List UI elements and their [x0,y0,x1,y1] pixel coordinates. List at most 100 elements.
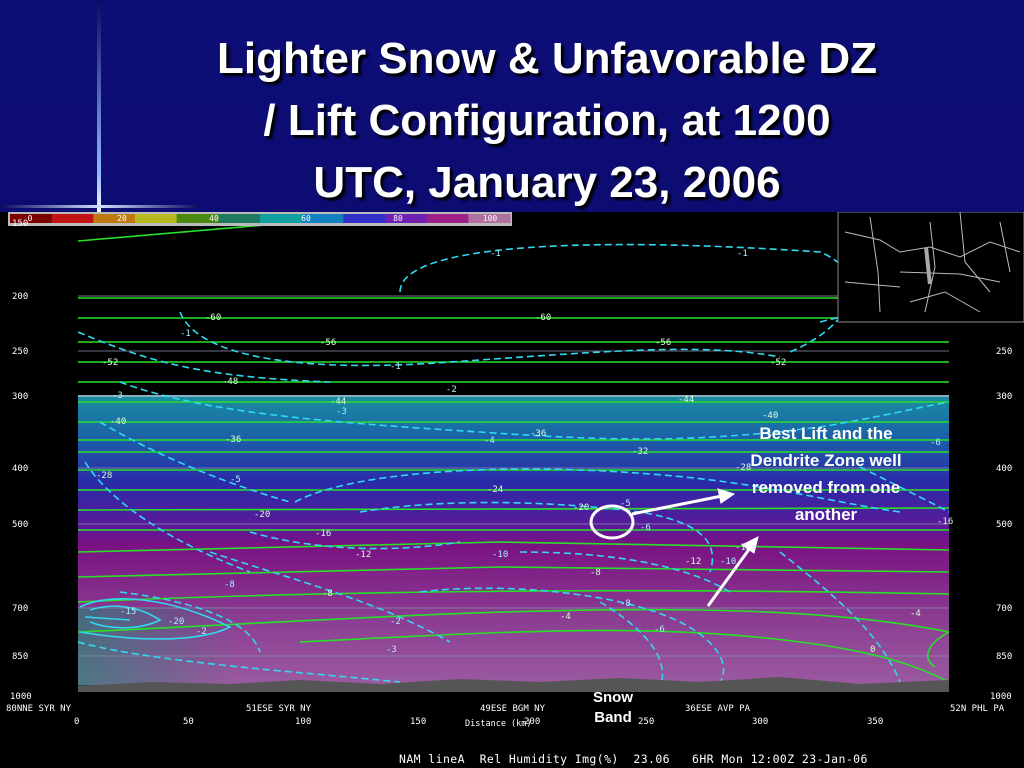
footer-value: 23.06 [633,752,671,766]
arrow-to-callout [631,494,723,516]
temperature-label: -52 [102,358,118,368]
colorbar-tick-label: 0 [28,214,33,223]
temperature-label: -28 [96,471,112,481]
x-tick-label: 0 [74,717,79,727]
omega-label: -12 [735,543,751,553]
title-line-1: Lighter Snow & Unfavorable DZ [216,34,878,83]
temperature-label: -28 [735,463,751,473]
y-tick-label-right: 300 [996,392,1012,402]
temperature-label: -60 [205,313,221,323]
omega-label: -8 [224,580,235,590]
colorbar-swatch [10,214,53,223]
x-axis-title: Distance (km) [465,719,532,729]
omega-label: -20 [168,617,184,627]
colorbar-swatch [51,214,94,223]
temperature-label: -20 [573,503,589,513]
x-location-label: 51ESE SYR NY [246,704,312,714]
colorbar-swatch [93,214,136,223]
colorbar-swatch [135,214,178,223]
temperature-label: -4 [560,612,571,622]
annotation-arrows [631,488,759,607]
omega-label: -15 [120,607,136,617]
colorbar-swatch [468,214,511,223]
dendrite-zone-circle [589,504,635,540]
x-tick-label: 150 [410,717,426,727]
omega-label: -3 [336,407,347,417]
lift-dendrite-callout: Best Lift and the Dendrite Zone well rem… [750,424,902,524]
y-tick-label: 150 [12,219,28,229]
omega-label: -6 [930,438,941,448]
temperature-label: -52 [770,358,786,368]
cross-section-plot: -60 -60 -56 -56 -52 -52 -48 -44 -44 -40 … [0,212,1024,768]
y-tick-label: 200 [12,292,28,302]
temperature-label: -8 [322,589,333,599]
colorbar-swatch [218,214,261,223]
temperature-label: -60 [535,313,551,323]
lift-maximum-contours [79,598,232,640]
footer-field: Rel Humidity Img(%) [479,752,619,766]
arrow-from-snow-band [706,547,752,607]
temperature-label: -56 [655,338,671,348]
y-tick-label: 300 [12,392,28,402]
omega-label: -5 [620,499,631,509]
omega-label: -1 [490,249,501,259]
omega-label: -3 [386,645,397,655]
colorbar-swatch [343,214,386,223]
colorbar-tick-label: 80 [393,214,403,223]
vertical-motion-labels: -1 -1 -1 -1 -2 -3 -3 -4 -5 -5 -6 -6 -8 -… [112,249,941,655]
omega-label: -8 [620,599,631,609]
x-tick-label: 200 [524,717,540,727]
isotherm-lines [77,221,950,683]
arrowhead-snow-band [741,536,759,554]
arrowhead-callout [717,488,736,504]
x-location-label: 80NNE SYR NY [6,704,72,714]
colorbar-swatch [301,214,344,223]
omega-label: -1 [180,329,191,339]
omega-label: -1 [390,362,401,372]
y-tick-label-right: 700 [996,604,1012,614]
y-tick-label: 1000 [10,692,32,702]
y-tick-label: 500 [12,520,28,530]
omega-label: -10 [720,557,736,567]
decorative-flare-vertical [97,0,101,215]
y-tick-label-right: 500 [996,520,1012,530]
x-location-label: 36ESE AVP PA [685,704,751,714]
temperature-label: -12 [355,550,371,560]
colorbar-tick-label: 60 [301,214,311,223]
temperature-label: -56 [320,338,336,348]
colorbar-swatch [176,214,219,223]
temperature-label: -32 [632,447,648,457]
inset-map [837,212,1024,323]
temperature-label: -40 [110,417,126,427]
colorbar-tick-label: 20 [117,214,127,223]
temperature-label: -48 [222,377,238,387]
omega-label: -2 [446,385,457,395]
y-tick-label-right: 400 [996,464,1012,474]
title-line-2: / Lift Configuration, at 1200 [263,96,831,145]
pressure-axis-labels: 150 200 250 300 400 500 700 850 1000 250… [10,219,1012,702]
x-tick-label: 350 [867,717,883,727]
colorbar-tick-label: 100 [483,214,498,223]
temperature-label: -8 [590,568,601,578]
y-tick-label-right: 250 [996,347,1012,357]
colorbar-tick-label: 40 [209,214,219,223]
y-tick-label: 700 [12,604,28,614]
omega-label: -1 [737,249,748,259]
temperature-labels: -60 -60 -56 -56 -52 -52 -48 -44 -44 -40 … [96,313,953,655]
temperature-label: -36 [530,429,546,439]
temperature-label: -20 [254,510,270,520]
terrain-profile [78,677,949,692]
colorbar-swatch [385,214,428,223]
cross-section-svg: -60 -60 -56 -56 -52 -52 -48 -44 -44 -40 … [6,212,1024,729]
y-tick-label-right: 1000 [990,692,1012,702]
temperature-label: -44 [330,397,346,407]
y-tick-label: 400 [12,464,28,474]
footer-valid-time: Mon 12:00Z 23-Jan-06 [721,752,868,766]
x-tick-label: 50 [183,717,194,727]
temperature-label: -16 [315,529,331,539]
decorative-flare-horizontal [0,205,200,208]
x-location-label: 49ESE BGM NY [480,704,546,714]
temperature-label: -16 [937,517,953,527]
temperature-label: -44 [678,395,694,405]
title-line-3: UTC, January 23, 2006 [313,158,781,207]
